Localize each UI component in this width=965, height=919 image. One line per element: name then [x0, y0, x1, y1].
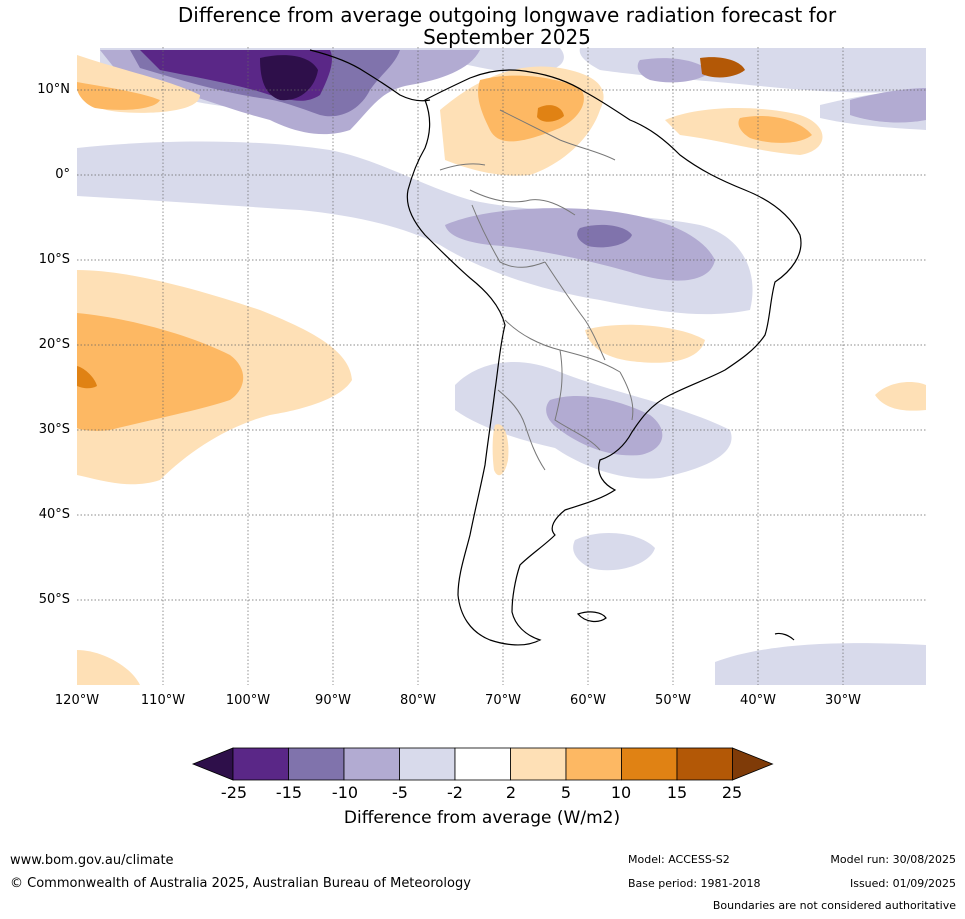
colorbar-swatch-2 — [288, 747, 345, 781]
colorbar-swatch-5 — [454, 747, 511, 781]
country-borders — [439, 109, 634, 471]
field-neg-mid-plata — [546, 395, 663, 456]
field-neg-light-southern — [715, 643, 926, 685]
field-pos-light-chile — [492, 424, 509, 476]
colorbar-extend-low — [191, 747, 234, 781]
lon-label-50w: 50°W — [655, 693, 691, 708]
central-america-outline — [309, 49, 431, 102]
colorbar-tick-3: -5 — [392, 783, 408, 802]
colorbar-swatch-4 — [399, 747, 456, 781]
lat-label-20s: 20°S — [38, 337, 70, 352]
colorbar-swatch-3 — [343, 747, 400, 781]
title-line-2: September 2025 — [423, 25, 591, 49]
colorbar-extend-high — [732, 747, 774, 781]
olr-anomaly-map — [77, 47, 926, 685]
colorbar-tick-2: -10 — [331, 783, 359, 802]
field-pos-strong-venezuela — [537, 105, 564, 122]
lat-label-10n: 10°N — [37, 82, 70, 97]
field-neg-light-south-atlantic — [573, 533, 655, 571]
field-neg-mid-east2 — [850, 88, 926, 123]
lon-label-60w: 60°W — [570, 693, 606, 708]
field-neg-light-equatorial — [77, 141, 753, 315]
lon-label-120w: 120°W — [54, 693, 100, 708]
lat-label-0: 0° — [55, 167, 70, 182]
footer-base-period: Base period: 1981-2018 — [628, 877, 761, 890]
field-neg-deep-amazon — [577, 224, 632, 248]
colorbar-swatches — [191, 747, 774, 781]
colorbar-swatch-9 — [676, 747, 733, 781]
field-pos-mid-venezuela — [478, 75, 584, 142]
field-neg-light-north-east — [579, 48, 926, 93]
footer-issued: Issued: 01/09/2025 — [849, 877, 956, 890]
field-pos-mid-east — [738, 115, 812, 143]
footer-disclaimer: Boundaries are not considered authoritat… — [712, 899, 956, 912]
colorbar-tick-6: 5 — [560, 783, 572, 802]
colorbar-tick-9: 25 — [721, 783, 743, 802]
field-neg-mid-amazon — [445, 208, 715, 281]
colorbar-tick-5: 2 — [505, 783, 517, 802]
colorbar — [191, 747, 774, 781]
footer-model-run: Model run: 30/08/2025 — [830, 853, 956, 866]
coastlines — [309, 49, 802, 646]
colorbar-swatch-6 — [510, 747, 567, 781]
field-pos-strong-northeast — [700, 57, 745, 78]
title-line-1: Difference from average outgoing longwav… — [177, 3, 837, 27]
colorbar-tick-7: 10 — [610, 783, 632, 802]
field-pos-strong-pacific — [77, 366, 97, 389]
falklands — [576, 611, 607, 623]
colorbar-label: Difference from average (W/m2) — [343, 808, 621, 828]
colorbar-swatch-7 — [565, 747, 622, 781]
colorbar-tick-0: -25 — [220, 783, 248, 802]
lon-label-30w: 30°W — [825, 693, 861, 708]
colorbar-tick-8: 15 — [666, 783, 688, 802]
field-neg-mid-east — [637, 58, 710, 83]
map-title: Difference from average outgoing longwav… — [0, 4, 965, 48]
footer-site: www.bom.gov.au/climate — [10, 853, 174, 868]
field-pos-light-se — [875, 382, 926, 411]
field-pos-mid-pacific — [77, 313, 244, 431]
anomaly-fields — [77, 48, 926, 685]
lon-label-90w: 90°W — [315, 693, 351, 708]
lon-label-110w: 110°W — [140, 693, 186, 708]
lon-label-80w: 80°W — [400, 693, 436, 708]
lat-label-30s: 30°S — [38, 422, 70, 437]
colorbar-swatch-8 — [621, 747, 678, 781]
graticule — [77, 47, 926, 685]
field-neg-extreme-north — [260, 55, 318, 101]
lon-label-100w: 100°W — [225, 693, 271, 708]
lat-label-10s: 10°S — [38, 252, 70, 267]
lat-label-40s: 40°S — [38, 507, 70, 522]
field-pos-light-brazil-south — [585, 324, 705, 363]
footer-model: Model: ACCESS-S2 — [628, 853, 730, 866]
field-pos-mid-nw — [77, 82, 160, 110]
colorbar-tick-4: -2 — [447, 783, 463, 802]
field-pos-light-sw — [77, 650, 140, 685]
lon-label-40w: 40°W — [740, 693, 776, 708]
south-america-outline — [406, 69, 802, 646]
lon-label-70w: 70°W — [485, 693, 521, 708]
footer-copyright: © Commonwealth of Australia 2025, Austra… — [10, 876, 471, 891]
colorbar-tick-1: -15 — [275, 783, 303, 802]
south-georgia — [774, 632, 795, 641]
colorbar-swatch-1 — [232, 747, 289, 781]
lat-label-50s: 50°S — [38, 592, 70, 607]
